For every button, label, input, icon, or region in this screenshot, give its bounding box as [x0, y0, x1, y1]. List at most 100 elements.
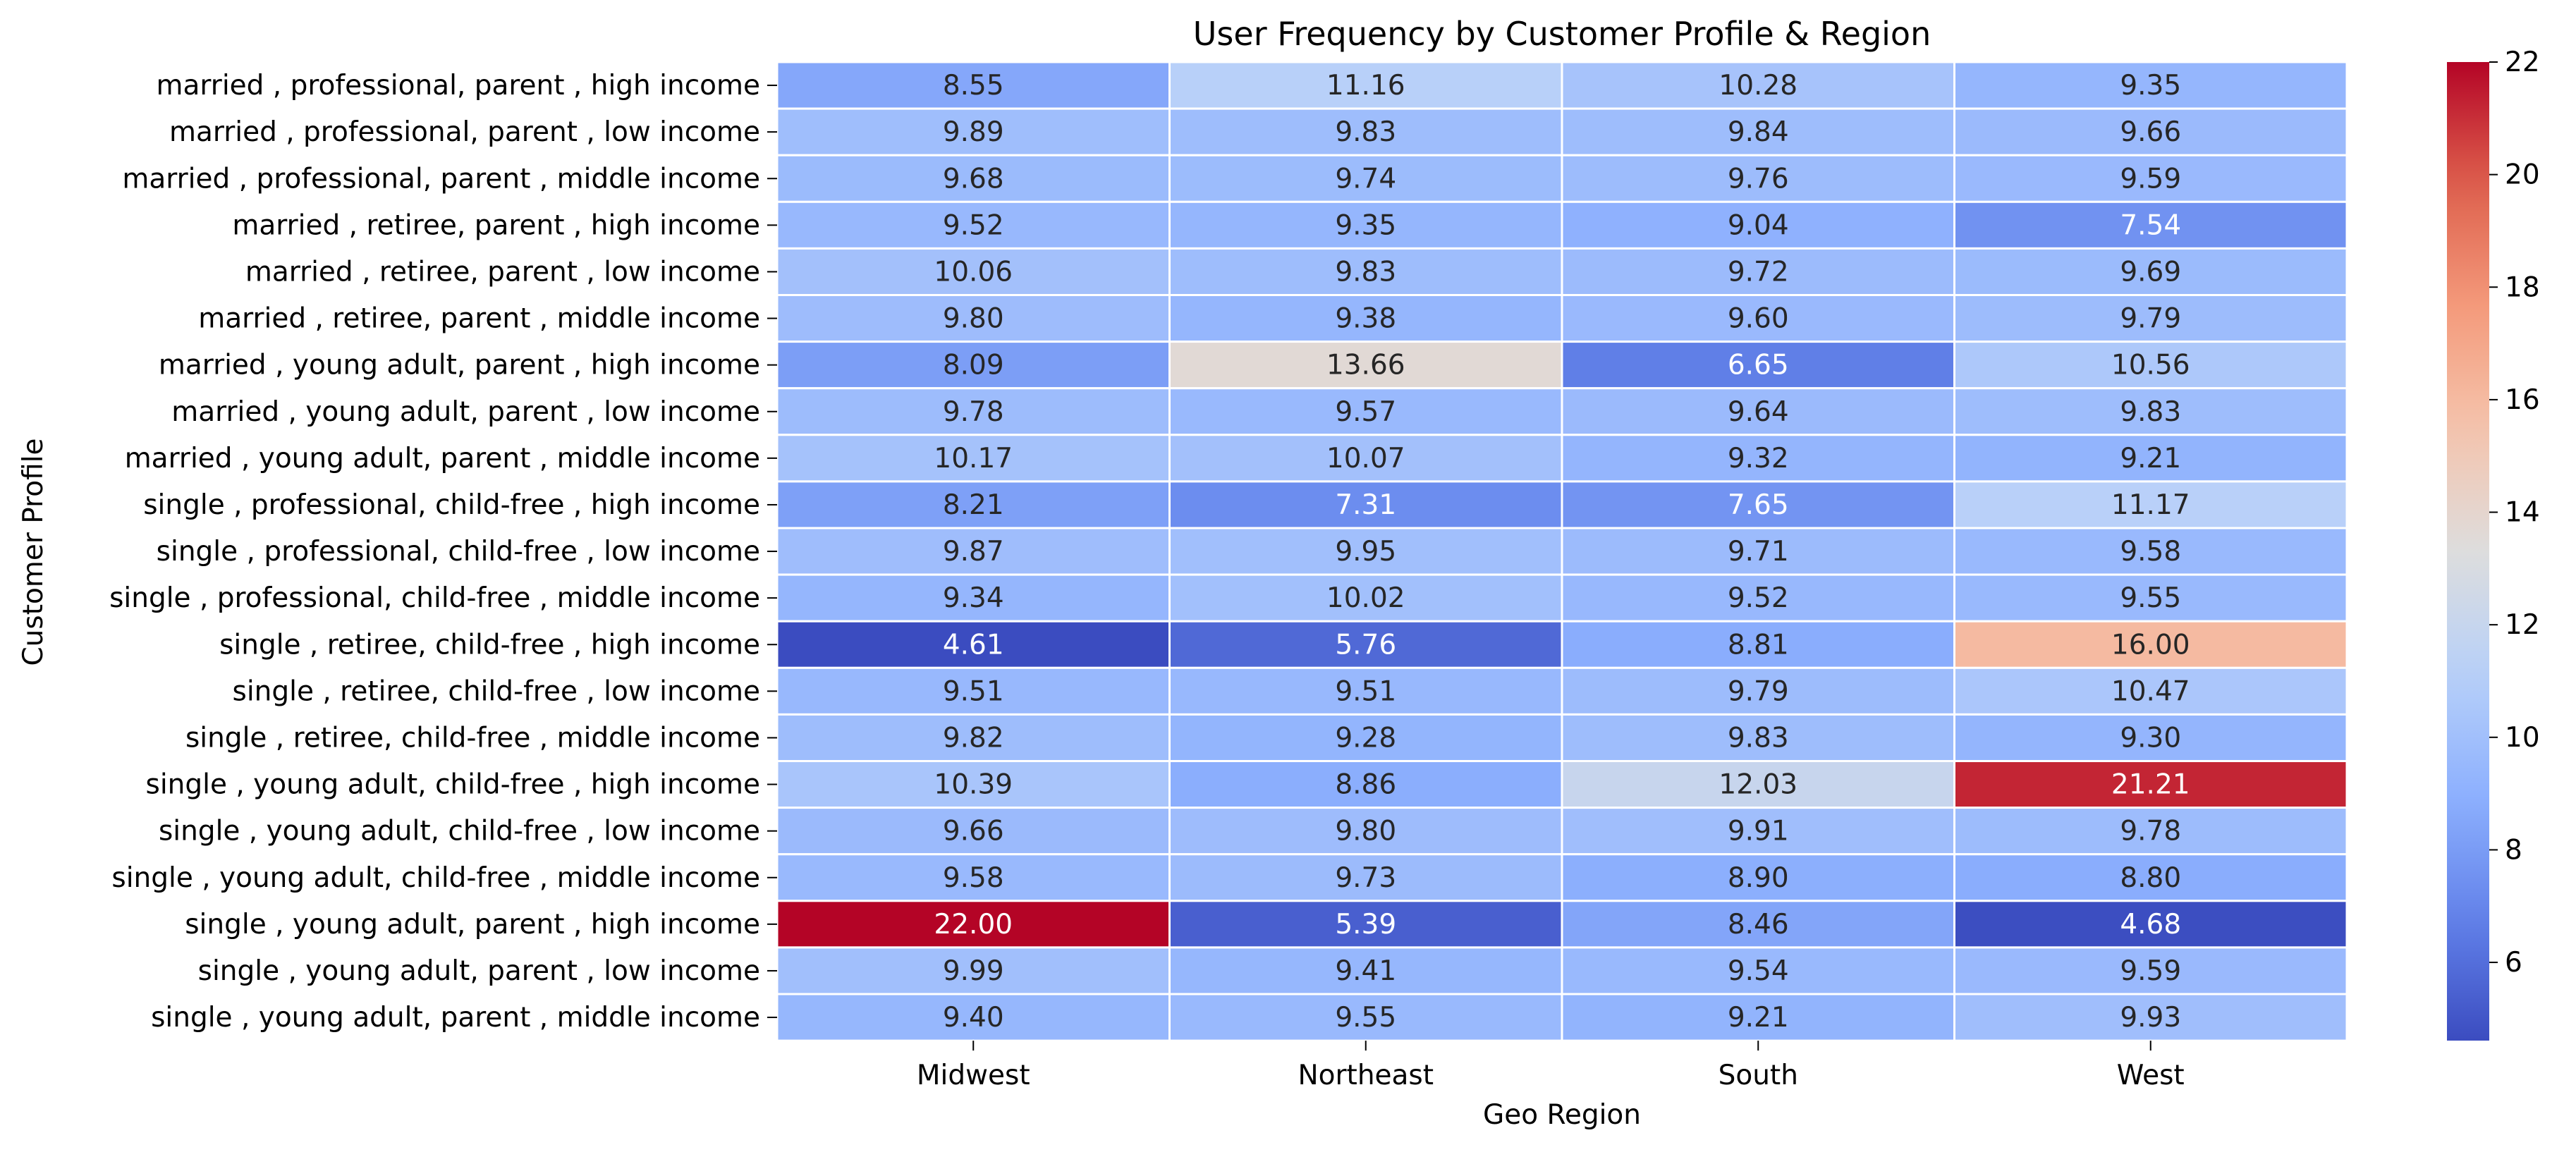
row-tick-label: married , young adult, parent , middle i… — [125, 443, 760, 474]
heatmap-cell — [1561, 573, 1955, 623]
cell-value-label: 10.47 — [2111, 675, 2190, 707]
cell-value-label: 9.74 — [1335, 163, 1396, 195]
heatmap-cell — [1953, 527, 2348, 576]
heatmap-cell — [1953, 573, 2348, 623]
heatmap-cell — [1168, 900, 1563, 949]
heatmap-cell — [776, 573, 1171, 623]
colorbar: 6 8 10 12 14 16 18 20 22 — [2447, 47, 2540, 1041]
cell-value-label: 16.00 — [2111, 629, 2190, 661]
row-tick-label: married , retiree, parent , high income — [232, 209, 760, 241]
heatmap-cell — [776, 946, 1171, 995]
cell-value-label: 9.80 — [943, 303, 1004, 335]
cell-value-label: 8.86 — [1335, 769, 1396, 801]
row-tick-label: married , retiree, parent , low income — [245, 256, 760, 288]
row-tick-label: single , young adult, child-free , low i… — [159, 816, 760, 847]
row-tick-label: single , young adult, child-free , high … — [146, 769, 760, 801]
heatmap-cell — [1953, 666, 2348, 716]
heatmap-cell — [1953, 434, 2348, 483]
cell-value-label: 9.79 — [2120, 303, 2181, 335]
heatmap-cell — [776, 480, 1171, 529]
cell-value-label: 4.61 — [943, 629, 1004, 661]
cell-value-label: 9.04 — [1728, 209, 1789, 241]
y-axis-label: Customer Profile — [18, 438, 49, 666]
column-tick-label: Midwest — [917, 1060, 1030, 1091]
cell-value-label: 9.78 — [2120, 816, 2181, 847]
heatmap-cell — [1953, 107, 2348, 157]
column-tick-label: West — [2117, 1060, 2185, 1091]
cell-value-label: 9.82 — [943, 722, 1004, 754]
cell-value-label: 9.52 — [943, 209, 1004, 241]
cell-value-label: 9.87 — [943, 536, 1004, 568]
row-tick-label: single , professional, child-free , high… — [143, 489, 760, 521]
heatmap-cell — [1168, 993, 1563, 1042]
heatmap-cell — [1561, 294, 1955, 343]
heatmap-cell — [1953, 480, 2348, 529]
cell-value-label: 9.66 — [943, 816, 1004, 847]
heatmap-cell — [1953, 247, 2348, 296]
cell-value-label: 11.17 — [2111, 489, 2190, 521]
heatmap-cell — [1953, 853, 2348, 902]
cell-value-label: 9.28 — [1335, 722, 1396, 754]
cell-value-label: 7.65 — [1728, 489, 1789, 521]
column-tick-labels: Midwest Northeast South West — [917, 1041, 2185, 1091]
cell-value-label: 9.83 — [2120, 396, 2181, 428]
cell-value-label: 9.60 — [1728, 303, 1789, 335]
heatmap-cell — [776, 620, 1171, 669]
heatmap-cell — [1168, 527, 1563, 576]
colorbar-tick-label: 16 — [2505, 384, 2540, 416]
cell-value-label: 9.71 — [1728, 536, 1789, 568]
row-tick-label: single , young adult, parent , middle in… — [151, 1002, 760, 1034]
cell-value-label: 9.99 — [943, 955, 1004, 987]
cell-value-label: 9.73 — [1335, 862, 1396, 894]
colorbar-tick-label: 12 — [2505, 609, 2540, 641]
cell-value-label: 5.76 — [1335, 629, 1396, 661]
cell-value-label: 9.51 — [943, 675, 1004, 707]
row-tick-label: single , young adult, parent , low incom… — [198, 955, 760, 987]
cell-value-label: 9.54 — [1728, 955, 1789, 987]
heatmap-cell — [776, 900, 1171, 949]
colorbar-gradient — [2447, 62, 2489, 1041]
row-tick-label: married , professional, parent , high in… — [157, 70, 760, 102]
cell-value-label: 10.07 — [1326, 443, 1405, 474]
cell-value-label: 8.21 — [943, 489, 1004, 521]
heatmap-cell — [776, 294, 1171, 343]
cell-value-label: 9.79 — [1728, 675, 1789, 707]
cell-value-label: 8.81 — [1728, 629, 1789, 661]
heatmap-cell — [1953, 807, 2348, 856]
cell-value-label: 10.06 — [934, 256, 1013, 288]
cell-value-label: 9.35 — [2120, 70, 2181, 102]
row-tick-label: married , retiree, parent , middle incom… — [198, 303, 760, 335]
row-tick-label: married , young adult, parent , high inc… — [159, 350, 760, 381]
cell-value-label: 13.66 — [1326, 350, 1405, 381]
cell-value-label: 9.58 — [2120, 536, 2181, 568]
cell-value-label: 9.52 — [1728, 582, 1789, 614]
row-tick-label: single , retiree, child-free , middle in… — [185, 722, 760, 754]
cell-value-label: 8.55 — [943, 70, 1004, 102]
colorbar-tick-label: 18 — [2505, 271, 2540, 303]
cell-value-label: 8.80 — [2120, 862, 2181, 894]
heatmap-cell — [1561, 993, 1955, 1042]
cell-value-label: 6.65 — [1728, 350, 1789, 381]
cell-value-label: 9.35 — [1335, 209, 1396, 241]
cell-value-label: 9.84 — [1728, 116, 1789, 148]
heatmap-cell — [1168, 573, 1563, 623]
cell-value-label: 9.55 — [2120, 582, 2181, 614]
heatmap-cells: 8.55 11.16 10.28 9.35 9.89 9.83 9.84 9.66 9.68 9.… — [776, 61, 2348, 1042]
row-tick-label: single , young adult, parent , high inco… — [185, 909, 760, 940]
cell-value-label: 9.80 — [1335, 816, 1396, 847]
heatmap-cell — [1953, 341, 2348, 390]
cell-value-label: 9.40 — [943, 1002, 1004, 1034]
heatmap-cell — [1168, 666, 1563, 716]
heatmap-cell — [1953, 294, 2348, 343]
cell-value-label: 4.68 — [2120, 909, 2181, 940]
cell-value-label: 9.58 — [943, 862, 1004, 894]
heatmap-cell — [1561, 666, 1955, 716]
row-tick-label: single , retiree, child-free , high inco… — [219, 629, 760, 661]
cell-value-label: 8.90 — [1728, 862, 1789, 894]
cell-value-label: 10.17 — [934, 443, 1013, 474]
cell-value-label: 9.34 — [943, 582, 1004, 614]
heatmap-cell — [1168, 946, 1563, 995]
cell-value-label: 22.00 — [934, 909, 1013, 940]
cell-value-label: 10.56 — [2111, 350, 2190, 381]
